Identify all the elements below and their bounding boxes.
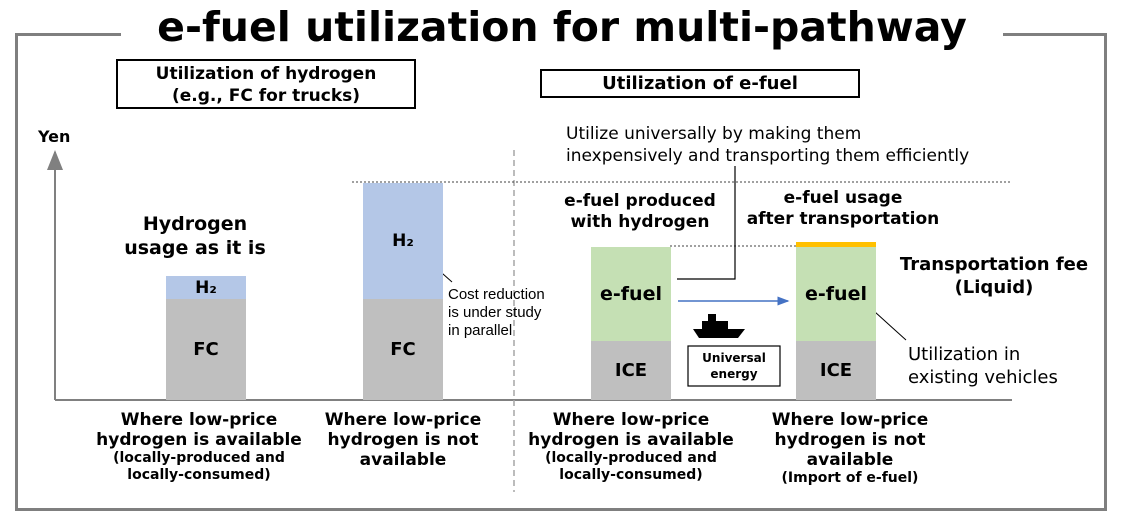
cost-reduction-line1: Cost reduction [448, 286, 545, 303]
efuel-after-transport-line2: after transportation [746, 209, 940, 229]
utilize-universally-line2: inexpensively and transporting them effi… [566, 146, 970, 166]
bar-2-segment-h: H₂ [363, 183, 443, 299]
transportation-fee-line1: Transportation fee [899, 254, 1089, 275]
diagram-title: e-fuel utilization for multi-pathway [0, 0, 1124, 54]
y-axis-label: Yen [38, 127, 71, 146]
utilize-universally-note: Utilize universally by making them inexp… [566, 123, 1026, 167]
hydrogen-usage-line2: usage as it is [124, 237, 266, 259]
category-label-1: Where low-price hydrogen is available (l… [86, 410, 312, 484]
category-3-main-1: Where low-price [552, 410, 710, 430]
cost-reduction-line3: in parallel [448, 322, 513, 339]
efuel-after-transport-label: e-fuel usage after transportation [728, 188, 958, 230]
category-4-main-3: available [806, 450, 894, 470]
bar-4-segment-efuel: e-fuel [796, 247, 876, 341]
category-1-sub-2: locally-consumed) [127, 467, 271, 483]
bar-3-segment-ice: ICE [591, 341, 671, 400]
efuel-box-label: Utilization of e-fuel [602, 73, 798, 94]
category-label-2: Where low-price hydrogen is not availabl… [308, 410, 498, 470]
bar-3-segment-efuel: e-fuel [591, 247, 671, 341]
hydrogen-usage-line1: Hydrogen [142, 213, 248, 235]
hydrogen-box-line2: (e.g., FC for trucks) [171, 86, 361, 106]
category-3-sub-1: (locally-produced and [545, 450, 717, 466]
efuel-after-transport-line1: e-fuel usage [783, 188, 903, 208]
category-3-sub-2: locally-consumed) [559, 467, 703, 483]
category-label-4: Where low-price hydrogen is not availabl… [750, 410, 950, 487]
universal-energy-line2: energy [710, 367, 758, 381]
efuel-with-hydrogen-line1: e-fuel produced [564, 191, 716, 211]
category-3-main-2: hydrogen is available [528, 430, 734, 450]
utilize-universally-line1: Utilize universally by making them [566, 124, 862, 144]
category-1-sub-1: (locally-produced and [113, 450, 285, 466]
transportation-fee-label: Transportation fee (Liquid) [883, 253, 1105, 299]
category-1-main-2: hydrogen is available [96, 430, 302, 450]
hydrogen-usage-label: Hydrogen usage as it is [110, 212, 280, 260]
category-4-main-2: hydrogen is not [774, 430, 926, 450]
universal-energy-label: Universal energy [688, 350, 780, 382]
category-label-3: Where low-price hydrogen is available (l… [518, 410, 744, 484]
efuel-with-hydrogen-label: e-fuel produced with hydrogen [540, 191, 740, 233]
cost-reduction-note: Cost reduction is under study in paralle… [448, 286, 588, 340]
category-4-sub-1: (Import of e-fuel) [781, 470, 919, 486]
category-4-main-1: Where low-price [771, 410, 929, 430]
ship-icon [693, 314, 745, 338]
universal-energy-box [687, 345, 781, 387]
bar-4-segment-transport-fee [796, 242, 876, 247]
cost-reduction-line2: is under study [448, 304, 542, 321]
universal-energy-line1: Universal [702, 351, 766, 365]
bar-1-segment-fc: FC [166, 299, 246, 400]
hydrogen-utilization-box: Utilization of hydrogen (e.g., FC for tr… [116, 59, 416, 109]
hydrogen-box-line1: Utilization of hydrogen [155, 64, 377, 84]
efuel-with-hydrogen-line2: with hydrogen [570, 212, 710, 232]
category-2-main-2: hydrogen is not [327, 430, 479, 450]
category-2-main-1: Where low-price [324, 410, 482, 430]
bar-1-segment-h: H₂ [166, 276, 246, 299]
bar-2-segment-fc: FC [363, 299, 443, 400]
efuel-utilization-box: Utilization of e-fuel [540, 69, 860, 98]
existing-vehicles-line2: existing vehicles [908, 367, 1058, 388]
category-2-main-3: available [359, 450, 447, 470]
vehicle-callout-line [874, 311, 907, 341]
existing-vehicles-note: Utilization in existing vehicles [908, 343, 1098, 389]
existing-vehicles-line1: Utilization in [908, 344, 1021, 365]
category-1-main-1: Where low-price [120, 410, 278, 430]
transportation-fee-line2: (Liquid) [954, 277, 1034, 298]
universal-callout-line [677, 166, 736, 280]
bar-4-segment-ice: ICE [796, 341, 876, 400]
